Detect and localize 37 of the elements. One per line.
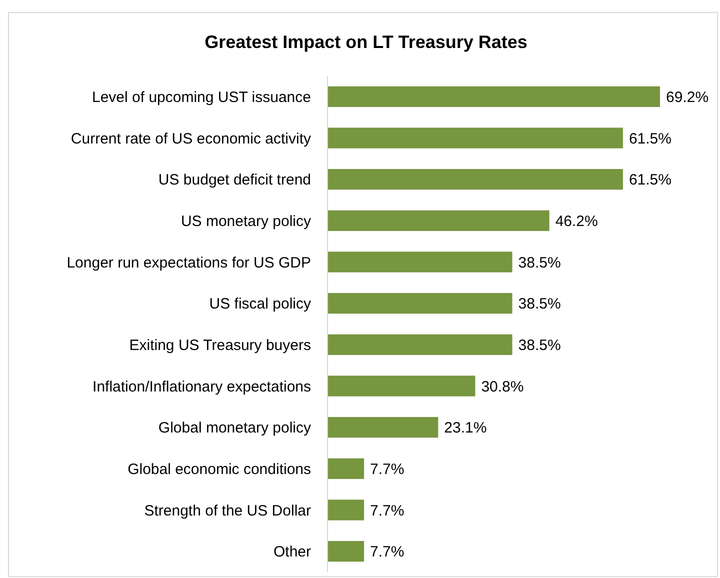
bar	[327, 417, 438, 438]
bar	[327, 210, 550, 231]
y-tick-label: US budget deficit trend	[158, 172, 311, 189]
y-tick-label: Global economic conditions	[128, 460, 311, 478]
bar	[327, 458, 364, 479]
data-label: 61.5%	[628, 130, 672, 148]
data-label: 38.5%	[518, 296, 561, 313]
chart-title: Greatest Impact on LT Treasury Rates	[204, 32, 528, 52]
bar	[327, 86, 660, 107]
data-label: 38.5%	[518, 336, 561, 354]
y-tick-label: Exiting US Treasury buyers	[129, 336, 311, 354]
bar	[327, 169, 623, 190]
y-tick-label: Other	[273, 544, 312, 561]
bar	[327, 500, 364, 520]
bar	[327, 376, 476, 396]
bar	[327, 293, 512, 314]
data-label: 7.7%	[370, 544, 404, 561]
y-tick-label: Strength of the US Dollar	[144, 502, 311, 520]
bar	[327, 334, 512, 355]
y-tick-label: Current rate of US economic activity	[70, 130, 312, 148]
data-label: 69.2%	[666, 88, 709, 106]
y-tick-label: US monetary policy	[180, 212, 312, 230]
bar	[327, 541, 364, 562]
bar	[327, 252, 512, 272]
data-label: 23.1%	[444, 420, 487, 437]
y-tick-label: Longer run expectations for US GDP	[66, 254, 311, 272]
data-label: 46.2%	[555, 212, 598, 230]
data-label: 7.7%	[370, 460, 404, 478]
data-label: 7.7%	[370, 502, 404, 520]
y-tick-label: Inflation/Inflationary expectations	[92, 378, 311, 396]
data-label: 38.5%	[518, 254, 561, 272]
bar	[327, 128, 623, 148]
y-tick-label: US fiscal policy	[209, 296, 312, 313]
y-tick-label: Global monetary policy	[158, 420, 312, 437]
y-tick-label: Level of upcoming UST issuance	[92, 88, 311, 106]
data-label: 30.8%	[481, 378, 524, 396]
data-label: 61.5%	[628, 172, 672, 189]
